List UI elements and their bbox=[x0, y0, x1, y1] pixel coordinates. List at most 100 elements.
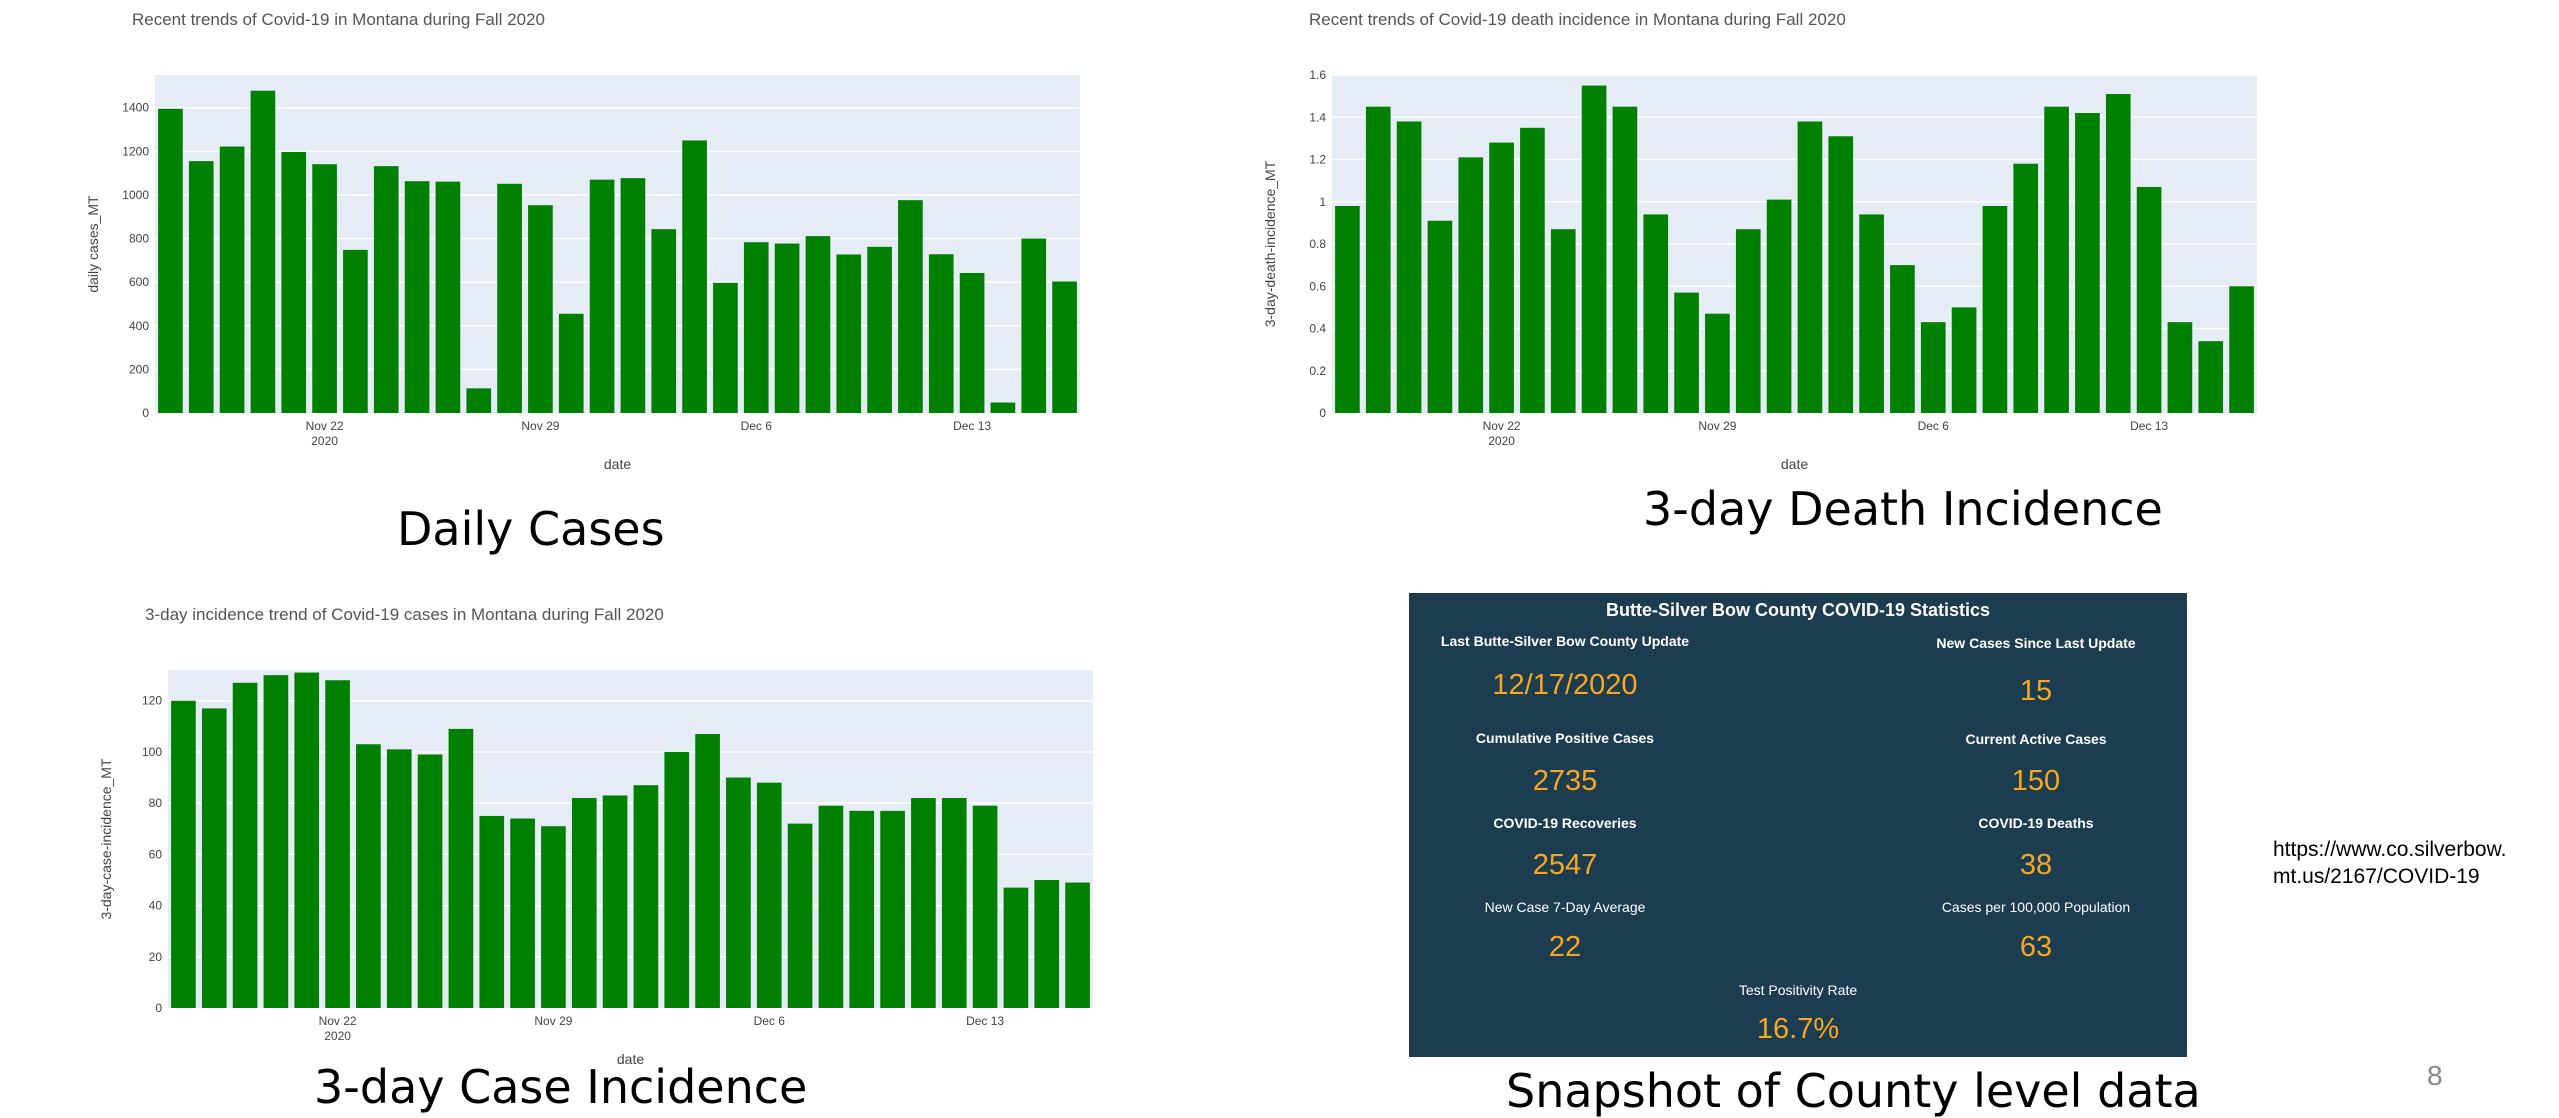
bar bbox=[1920, 322, 1946, 413]
x-tick-label: Dec 13 bbox=[953, 419, 991, 433]
bar bbox=[1643, 214, 1669, 413]
y-tick-label: 1200 bbox=[122, 144, 149, 158]
bar bbox=[713, 282, 738, 413]
cumulative-label: Cumulative Positive Cases bbox=[1475, 730, 1655, 746]
x-tick-year-label: 2020 bbox=[1488, 434, 1515, 448]
caption-daily-cases: Daily Cases bbox=[397, 502, 665, 556]
y-tick-label: 1.4 bbox=[1309, 110, 1326, 124]
bar bbox=[373, 166, 399, 413]
bar bbox=[1396, 121, 1422, 413]
x-tick-label: Nov 22 bbox=[306, 419, 344, 433]
cumulative-value: 2735 bbox=[1532, 765, 1598, 797]
x-tick-label: Dec 6 bbox=[1918, 419, 1950, 433]
bar bbox=[941, 798, 967, 1008]
bar bbox=[448, 728, 474, 1008]
stats-title: Butte-Silver Bow County COVID-19 Statist… bbox=[1605, 600, 1991, 620]
seven-day-avg-value: 22 bbox=[1548, 931, 1582, 963]
bar bbox=[325, 680, 350, 1008]
plot-area bbox=[155, 75, 1080, 413]
bar bbox=[466, 388, 492, 413]
death-incidence-chart: Recent trends of Covid-19 death incidenc… bbox=[1262, 10, 2257, 472]
bar bbox=[1550, 229, 1576, 413]
bar bbox=[928, 254, 954, 413]
bar bbox=[528, 205, 553, 413]
y-tick-label: 1.2 bbox=[1309, 153, 1326, 167]
bar bbox=[386, 749, 412, 1008]
bar bbox=[695, 734, 720, 1008]
bar bbox=[867, 246, 892, 413]
y-tick-label: 0 bbox=[1319, 406, 1326, 420]
active-cases-label: Current Active Cases bbox=[1965, 731, 2107, 747]
x-axis-label: date bbox=[604, 456, 631, 472]
bar bbox=[1065, 882, 1090, 1008]
y-axis-label: 3-day-case-incidence_MT bbox=[98, 758, 114, 920]
bar bbox=[1458, 157, 1484, 413]
active-cases-value: 150 bbox=[2011, 765, 2061, 797]
bar bbox=[774, 243, 800, 413]
y-tick-label: 400 bbox=[129, 319, 149, 333]
bar bbox=[1489, 142, 1514, 413]
page-number: 8 bbox=[2427, 1060, 2443, 1091]
last-update-label: Last Butte-Silver Bow County Update bbox=[1440, 633, 1690, 649]
y-axis-label: 3-day-death-incidence_MT bbox=[1262, 160, 1278, 327]
source-url[interactable]: https://www.co.silverbow. mt.us/2167/COV… bbox=[2273, 838, 2507, 888]
x-tick-label: Dec 13 bbox=[966, 1014, 1004, 1028]
per-100k-value: 63 bbox=[2019, 931, 2053, 963]
bar bbox=[1982, 205, 2008, 413]
y-tick-label: 0.4 bbox=[1309, 322, 1326, 336]
bar bbox=[1581, 85, 1607, 413]
bar bbox=[171, 700, 196, 1008]
y-tick-label: 40 bbox=[149, 899, 163, 913]
bar bbox=[343, 249, 368, 413]
chart-title: Recent trends of Covid-19 in Montana dur… bbox=[132, 10, 545, 29]
new-cases-label: New Cases Since Last Update bbox=[1936, 635, 2136, 651]
bar bbox=[479, 815, 505, 1008]
bar bbox=[232, 682, 258, 1008]
y-tick-label: 0.2 bbox=[1309, 364, 1326, 378]
bar bbox=[972, 805, 998, 1008]
bar bbox=[1034, 879, 1060, 1008]
bar bbox=[743, 242, 769, 413]
caption-death-incidence: 3-day Death Incidence bbox=[1643, 482, 2163, 536]
new-cases-value: 15 bbox=[2019, 675, 2053, 707]
bar bbox=[281, 151, 307, 413]
bar bbox=[1951, 307, 1977, 413]
bar bbox=[1797, 121, 1823, 413]
bar bbox=[201, 708, 227, 1008]
bar bbox=[805, 236, 831, 413]
deaths-label: COVID-19 Deaths bbox=[1978, 815, 2094, 831]
x-tick-label: Nov 29 bbox=[1698, 419, 1736, 433]
bar bbox=[1365, 106, 1391, 413]
bar bbox=[435, 181, 461, 413]
bar bbox=[1003, 887, 1029, 1008]
y-tick-label: 200 bbox=[129, 362, 149, 376]
bar bbox=[633, 785, 659, 1008]
bar bbox=[836, 254, 862, 413]
bar bbox=[263, 675, 289, 1008]
bar bbox=[602, 795, 628, 1008]
case-incidence-chart: 3-day incidence trend of Covid-19 cases … bbox=[98, 605, 1093, 1067]
positivity-value: 16.7% bbox=[1756, 1013, 1840, 1045]
per-100k-label: Cases per 100,000 Population bbox=[1941, 899, 2131, 915]
bar bbox=[959, 273, 985, 413]
x-tick-label: Dec 6 bbox=[754, 1014, 786, 1028]
y-tick-label: 1.6 bbox=[1309, 68, 1326, 82]
bar bbox=[2136, 186, 2162, 413]
y-tick-label: 120 bbox=[142, 694, 162, 708]
bar bbox=[620, 178, 646, 413]
chart-title: 3-day incidence trend of Covid-19 cases … bbox=[145, 605, 664, 624]
daily-cases-chart: Recent trends of Covid-19 in Montana dur… bbox=[85, 10, 1080, 472]
bar bbox=[219, 146, 245, 414]
y-tick-label: 0 bbox=[155, 1001, 162, 1015]
x-axis-label: date bbox=[1781, 456, 1808, 472]
bar bbox=[558, 313, 584, 413]
x-tick-year-label: 2020 bbox=[311, 434, 338, 448]
bar bbox=[1335, 205, 1360, 413]
bar bbox=[1021, 238, 1047, 413]
y-tick-label: 0.6 bbox=[1309, 279, 1326, 293]
bar bbox=[294, 672, 320, 1008]
bar bbox=[1705, 313, 1730, 413]
bar bbox=[356, 744, 381, 1008]
y-axis-label: daily cases_MT bbox=[85, 195, 101, 293]
bar bbox=[571, 798, 597, 1008]
